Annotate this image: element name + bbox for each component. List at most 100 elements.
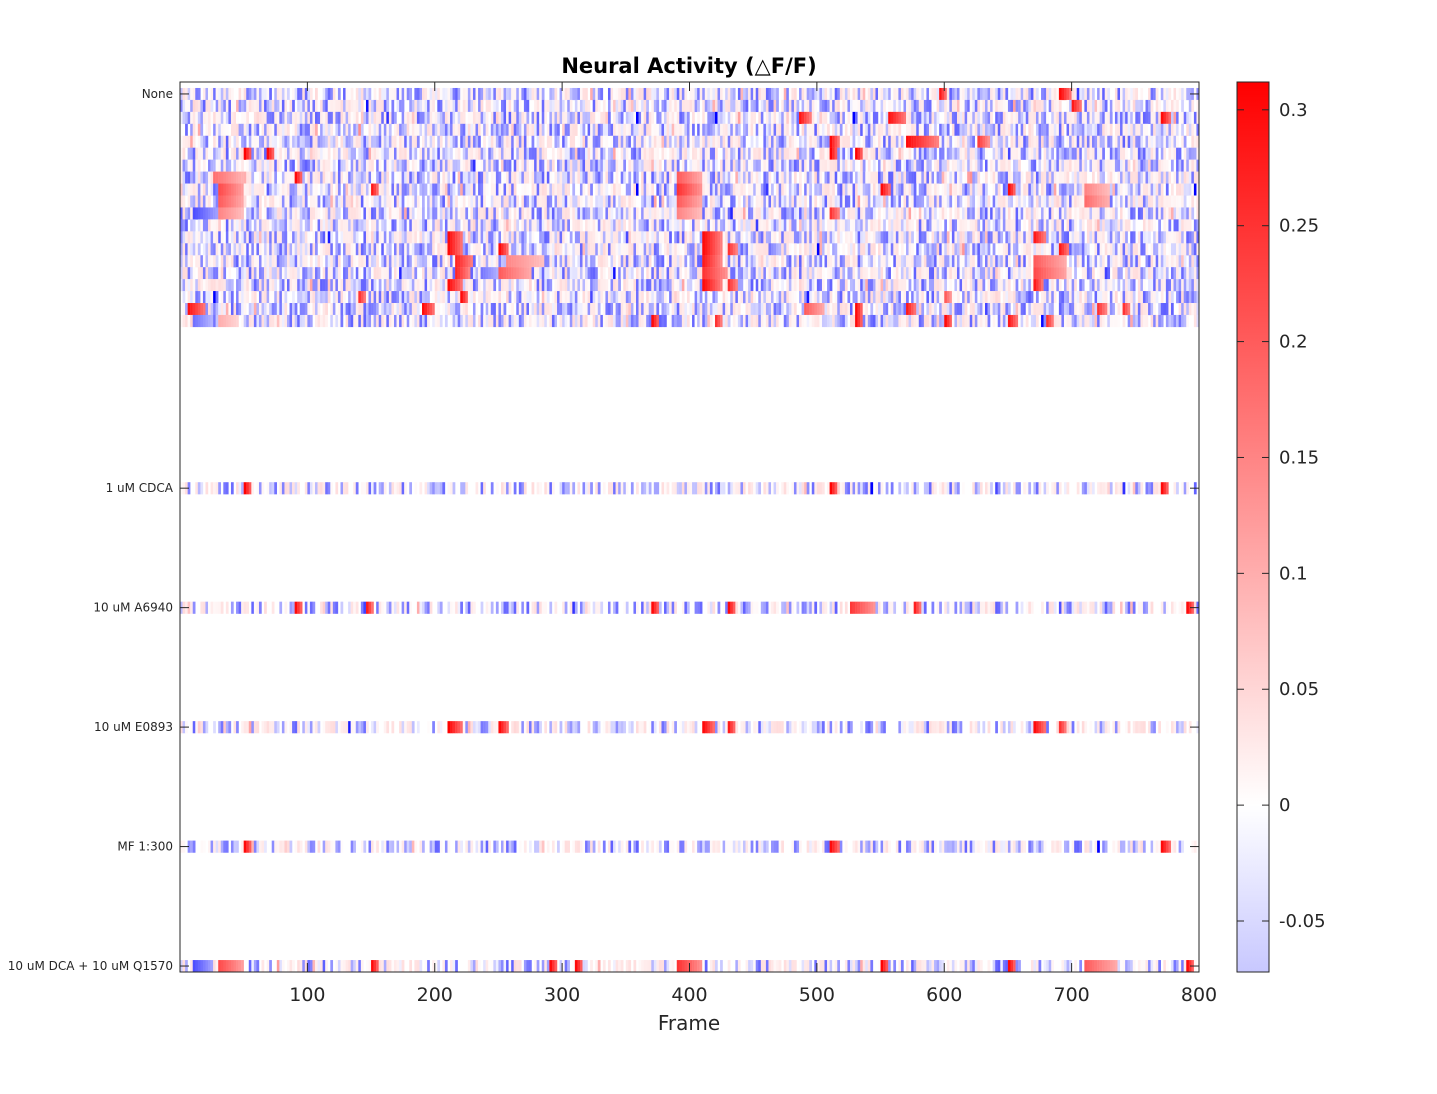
heatmap-cell [903, 111, 907, 125]
heatmap-cell [1191, 123, 1195, 136]
heatmap-cell [470, 135, 474, 148]
heatmap-cell [658, 171, 662, 184]
heatmap-cell [564, 159, 568, 172]
heatmap-cell [236, 207, 239, 220]
heatmap-cell [243, 87, 247, 101]
heatmap-cell [651, 99, 655, 113]
heatmap-cell [811, 87, 815, 101]
heatmap-cell [697, 111, 700, 125]
heatmap-cell [954, 219, 958, 232]
heatmap-cell [1178, 183, 1182, 196]
heatmap-cell [997, 231, 1001, 244]
heatmap-cell [844, 195, 848, 208]
heatmap-cell [778, 135, 782, 148]
heatmap-cell [447, 207, 451, 220]
heatmap-cell [763, 243, 767, 256]
heatmap-cell [847, 147, 851, 160]
heatmap-cell [1058, 159, 1062, 172]
heatmap-cell [664, 183, 667, 196]
heatmap-cell [562, 183, 565, 196]
heatmap-cell [246, 99, 249, 113]
heatmap-cell [197, 195, 201, 208]
heatmap-cell [1010, 135, 1014, 148]
heatmap-cell [460, 171, 463, 184]
heatmap-cell [944, 135, 947, 148]
heatmap-cell [628, 243, 632, 256]
heatmap-cell [653, 159, 657, 172]
heatmap-cell [684, 135, 688, 148]
heatmap-cell [600, 171, 604, 184]
heatmap-cell [895, 219, 899, 232]
heatmap-cell [1097, 123, 1100, 136]
heatmap-cell [266, 111, 270, 125]
heatmap-cell [345, 135, 349, 148]
heatmap-cell [498, 111, 502, 125]
heatmap-cell [1002, 111, 1006, 125]
heatmap-cell [860, 219, 863, 232]
heatmap-cell [1038, 99, 1042, 113]
heatmap-cell [1158, 183, 1161, 196]
heatmap-cell [615, 159, 619, 172]
heatmap-cell [923, 231, 927, 244]
heatmap-cell [358, 219, 362, 232]
heatmap-cell [865, 219, 869, 232]
heatmap-cell [455, 207, 458, 220]
heatmap-cell [867, 159, 871, 172]
heatmap-cell [666, 243, 670, 256]
heatmap-cell [480, 123, 484, 136]
heatmap-cell [465, 123, 469, 136]
heatmap-cell [928, 135, 932, 148]
heatmap-cell [490, 231, 494, 244]
heatmap-cell [934, 147, 937, 160]
heatmap-cell [307, 147, 311, 160]
heatmap-cell [895, 111, 899, 125]
heatmap-cell [1148, 195, 1151, 208]
heatmap-cell [256, 99, 260, 113]
heatmap-cell [806, 183, 810, 196]
heatmap-cell [248, 243, 252, 256]
heatmap-cell [592, 135, 596, 148]
heatmap-cell [839, 159, 843, 172]
heatmap-cell [1048, 171, 1052, 184]
heatmap-cell [376, 219, 379, 232]
heatmap-cell [860, 87, 863, 101]
heatmap-cell [1132, 231, 1136, 244]
heatmap-cell [419, 87, 423, 101]
heatmap-cell [679, 195, 683, 208]
heatmap-cell [396, 231, 400, 244]
heatmap-cell [447, 147, 451, 160]
heatmap-cell [643, 135, 647, 148]
heatmap-cell [409, 195, 413, 208]
heatmap-cell [679, 135, 683, 148]
heatmap-cell [801, 123, 805, 136]
heatmap-cell [1127, 219, 1131, 232]
heatmap-cell [1178, 87, 1182, 101]
heatmap-cell [411, 207, 415, 220]
heatmap-cell [809, 123, 812, 136]
heatmap-cell [714, 183, 718, 196]
heatmap-cell [406, 123, 410, 136]
heatmap-cell [776, 111, 779, 125]
heatmap-cell [1000, 159, 1004, 172]
heatmap-cell [656, 87, 660, 101]
heatmap-cell [1160, 147, 1164, 160]
heatmap-cell [720, 195, 723, 208]
heatmap-cell [954, 171, 958, 184]
heatmap-cell [684, 231, 688, 244]
heatmap-cell [271, 171, 275, 184]
heatmap-cell [1142, 183, 1146, 196]
heatmap-cell [297, 231, 300, 244]
heatmap-cell [248, 147, 252, 160]
heatmap-cell [722, 99, 726, 113]
heatmap-cell [979, 183, 983, 196]
heatmap-cell [208, 231, 211, 244]
heatmap-cell [264, 219, 267, 232]
heatmap-cell [500, 195, 504, 208]
heatmap-cell [427, 123, 430, 136]
heatmap-cell [503, 243, 507, 256]
heatmap-cell [187, 207, 191, 220]
heatmap-cell [208, 219, 211, 232]
heatmap-cell [523, 183, 527, 196]
heatmap-cell [625, 231, 629, 244]
heatmap-cell [202, 207, 206, 220]
